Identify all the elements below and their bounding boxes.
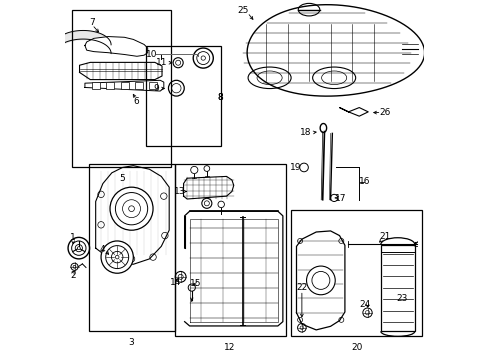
Bar bbox=[149, 82, 157, 89]
Circle shape bbox=[110, 187, 153, 230]
Circle shape bbox=[306, 266, 335, 295]
Text: 25: 25 bbox=[237, 6, 248, 15]
Text: 22: 22 bbox=[296, 283, 307, 292]
Text: 18: 18 bbox=[300, 128, 311, 137]
Polygon shape bbox=[246, 5, 424, 96]
Bar bbox=[290, 211, 421, 336]
Bar bbox=[174, 164, 285, 336]
Polygon shape bbox=[80, 62, 162, 80]
Polygon shape bbox=[339, 108, 367, 116]
Bar bbox=[121, 82, 128, 89]
Text: 20: 20 bbox=[350, 343, 362, 352]
Bar bbox=[135, 82, 142, 89]
Text: 2: 2 bbox=[70, 271, 76, 280]
Text: 16: 16 bbox=[358, 177, 369, 186]
Bar bbox=[72, 10, 171, 167]
Polygon shape bbox=[85, 80, 163, 91]
Bar bbox=[88, 164, 174, 330]
Bar bbox=[92, 82, 100, 89]
Text: 23: 23 bbox=[396, 294, 407, 303]
Text: 12: 12 bbox=[224, 343, 235, 352]
Text: 13: 13 bbox=[173, 187, 184, 196]
Text: 8: 8 bbox=[217, 93, 223, 102]
Text: 8: 8 bbox=[217, 93, 223, 102]
Polygon shape bbox=[183, 176, 233, 199]
Text: 15: 15 bbox=[190, 279, 202, 288]
Bar bbox=[106, 82, 114, 89]
Polygon shape bbox=[96, 166, 169, 264]
Polygon shape bbox=[85, 37, 147, 56]
Polygon shape bbox=[184, 211, 282, 326]
Text: 11: 11 bbox=[155, 58, 167, 67]
Text: 17: 17 bbox=[334, 194, 346, 203]
Bar bbox=[380, 244, 414, 331]
Text: 9: 9 bbox=[153, 84, 159, 93]
Text: 7: 7 bbox=[89, 18, 95, 27]
Text: 14: 14 bbox=[170, 278, 181, 287]
Text: 1: 1 bbox=[70, 233, 76, 242]
Text: 26: 26 bbox=[379, 108, 390, 117]
Text: 19: 19 bbox=[289, 163, 301, 172]
Text: 4: 4 bbox=[99, 246, 105, 255]
Text: 6: 6 bbox=[133, 97, 139, 106]
Text: 5: 5 bbox=[119, 174, 124, 183]
Text: 3: 3 bbox=[128, 338, 134, 347]
Bar bbox=[145, 45, 221, 146]
Text: 10: 10 bbox=[145, 50, 157, 59]
Polygon shape bbox=[296, 231, 344, 330]
Circle shape bbox=[101, 241, 133, 273]
Text: 24: 24 bbox=[359, 300, 370, 309]
Text: 21: 21 bbox=[379, 232, 390, 241]
